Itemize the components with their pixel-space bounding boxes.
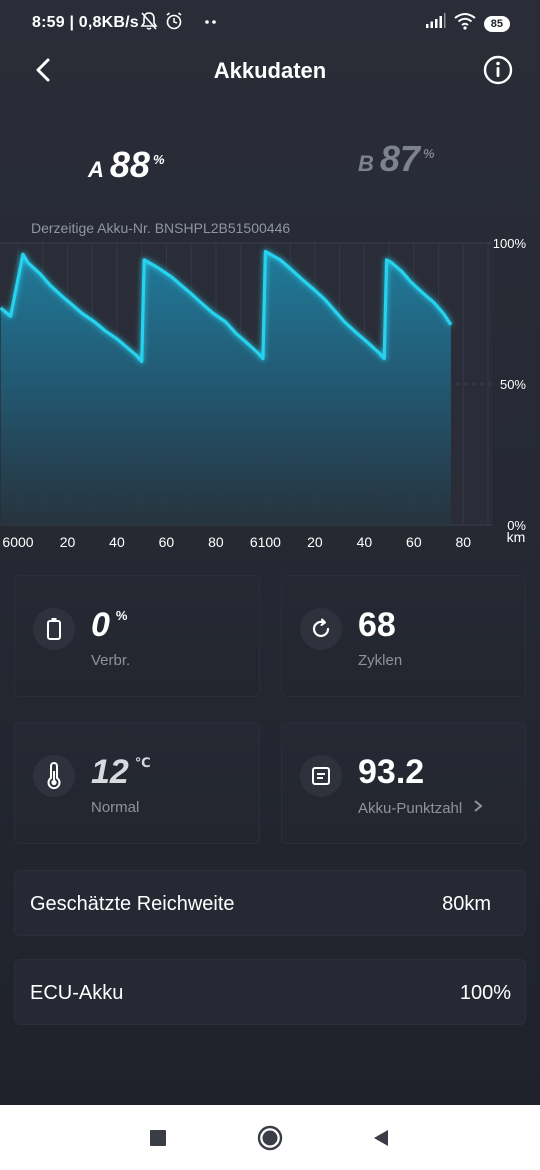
chart-x-tick-label: 80 <box>208 534 224 550</box>
chart-x-unit: km <box>507 529 526 545</box>
temperature-number: 12 <box>91 753 129 791</box>
score-label-text: Akku-Punktzahl <box>358 800 463 817</box>
card-cycles: 68 Zyklen <box>281 575 526 697</box>
card-temperature: 12 ℃ Normal <box>14 722 260 844</box>
consumption-value: 0% <box>91 606 127 645</box>
battery-b-letter: B <box>358 151 374 176</box>
ecu-value: 100% <box>459 982 511 1004</box>
home-button[interactable] <box>255 1123 285 1153</box>
battery-icon: 85 <box>483 15 510 32</box>
battery-b-value[interactable]: B 87% <box>358 138 435 180</box>
ecu-row: ECU-Akku 100% <box>14 959 526 1025</box>
battery-b-unit: % <box>422 146 435 161</box>
info-icon <box>483 55 513 85</box>
recents-button[interactable] <box>143 1123 173 1153</box>
app-screen: 8:59 | 0,8KB/s 85 Akkudaten <box>0 0 540 1105</box>
header: Akkudaten <box>0 46 540 96</box>
chart-x-tick-label: 40 <box>109 534 125 550</box>
battery-icon <box>33 608 75 650</box>
score-value: 93.2 <box>358 753 425 791</box>
range-label: Geschätzte Reichweite <box>30 893 235 915</box>
chart-y-tick-label: 0% <box>507 518 526 533</box>
chart-x-tick-label: 20 <box>307 534 323 550</box>
temperature-label: Normal <box>91 799 140 816</box>
chart-y-tick-label: 50% <box>500 377 526 392</box>
temperature-value: 12 ℃ <box>91 753 151 792</box>
info-button[interactable] <box>480 52 516 88</box>
battery-b-percent: 87 <box>379 138 420 179</box>
card-consumption: 0% Verbr. <box>14 575 260 697</box>
signal-icon <box>424 13 446 34</box>
alarm-icon <box>164 11 184 36</box>
chart-x-tick-label: 80 <box>456 534 472 550</box>
status-bar: 8:59 | 0,8KB/s 85 <box>0 0 540 46</box>
home-circle-icon <box>257 1125 283 1151</box>
battery-history-chart[interactable]: 100% 50% 0% 6000 20 40 60 80 6100 20 40 60 80 km <box>0 215 540 555</box>
mute-bell-icon <box>140 11 158 36</box>
cycles-value: 68 <box>358 606 396 644</box>
thermometer-icon <box>33 755 75 797</box>
chart-x-ticks: 6000 20 40 60 80 6100 20 40 60 80 <box>2 534 471 550</box>
chart-x-tick-label: 60 <box>406 534 422 550</box>
score-label[interactable]: Akku-Punktzahl <box>358 799 484 817</box>
cycles-label: Zyklen <box>358 652 403 669</box>
status-time: 8:59 | 0,8KB/s <box>32 14 139 31</box>
document-icon <box>300 755 342 797</box>
battery-a-value[interactable]: A 88% <box>88 144 165 186</box>
page-title: Akkudaten <box>213 58 327 83</box>
akku-number: Derzeitige Akku-Nr. BNSHPL2B51500446 <box>31 220 291 236</box>
system-nav-bar <box>0 1105 540 1170</box>
temperature-unit: ℃ <box>134 755 151 770</box>
chart-x-tick-label: 6100 <box>250 534 281 550</box>
back-triangle-icon <box>374 1130 388 1146</box>
consumption-unit: % <box>115 608 128 623</box>
chart-x-tick-label: 20 <box>60 534 76 550</box>
range-row: Geschätzte Reichweite 80km <box>14 870 526 936</box>
consumption-label: Verbr. <box>91 652 131 669</box>
chart-series-line <box>0 249 453 363</box>
consumption-number: 0 <box>91 606 110 644</box>
back-nav-button[interactable] <box>366 1123 396 1153</box>
wifi-icon <box>454 12 476 35</box>
card-score[interactable]: 93.2 Akku-Punktzahl <box>281 722 526 844</box>
range-value: 80km <box>442 893 491 915</box>
chevron-right-icon <box>474 800 483 812</box>
battery-a-unit: % <box>152 152 165 167</box>
chart-x-tick-label: 6000 <box>2 534 33 550</box>
battery-a-percent: 88 <box>109 144 150 185</box>
ecu-label: ECU-Akku <box>30 982 124 1004</box>
chart-area-fill <box>0 251 451 525</box>
refresh-icon <box>300 608 342 650</box>
chart-y-ticks: 100% 50% 0% <box>493 236 527 533</box>
back-button[interactable] <box>26 52 62 88</box>
status-icons-left <box>140 11 218 36</box>
chart-x-tick-label: 60 <box>159 534 175 550</box>
chart-x-tick-label: 40 <box>357 534 373 550</box>
battery-a-letter: A <box>88 157 104 182</box>
more-dots-icon <box>204 11 218 36</box>
chevron-left-icon <box>36 58 50 82</box>
recents-square-icon <box>150 1130 166 1146</box>
chart-y-tick-label: 100% <box>493 236 527 251</box>
status-icons-right: 85 <box>424 12 510 35</box>
